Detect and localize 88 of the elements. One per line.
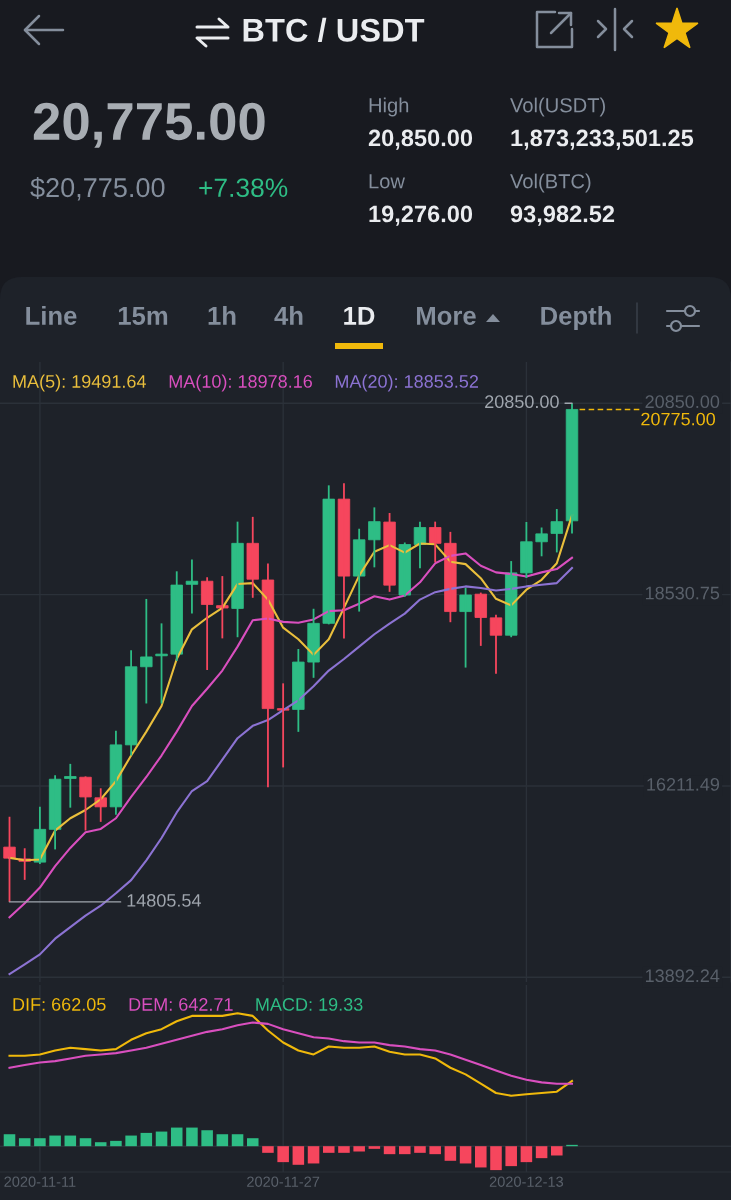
ref-line-label: 20775.00	[641, 412, 716, 426]
text: Vol(BTC)	[510, 173, 591, 193]
bar	[125, 1135, 137, 1147]
bar	[505, 1146, 517, 1167]
bar	[322, 1146, 335, 1153]
candlestick	[307, 607, 320, 679]
bar	[49, 1135, 61, 1147]
bar	[490, 1146, 502, 1171]
text: Vol(USDT)	[510, 97, 605, 117]
bar	[399, 1146, 411, 1155]
candlestick	[140, 598, 153, 705]
y-tick-label: 16211.49	[647, 778, 720, 791]
text: Low	[369, 174, 405, 189]
text: 1h	[208, 306, 236, 325]
text: High	[369, 97, 409, 117]
bar	[307, 1146, 320, 1164]
bar	[246, 1138, 259, 1147]
candlestick	[124, 649, 138, 757]
x-tick-label: 2020-11-11	[4, 1176, 76, 1187]
text: 20,775.00	[33, 102, 265, 148]
bar	[262, 1146, 274, 1153]
candlestick	[246, 515, 259, 599]
bar	[3, 1134, 16, 1147]
text: 1,873,233,501.25	[511, 129, 694, 150]
series-label: DEM: 642.71	[129, 998, 233, 1011]
bar	[79, 1138, 92, 1147]
bar	[231, 1134, 244, 1147]
bar	[414, 1146, 426, 1153]
bar	[18, 1138, 31, 1147]
candlestick	[550, 508, 563, 554]
y-tick-label: 18530.75	[645, 586, 720, 600]
bar	[520, 1146, 533, 1163]
bar	[338, 1146, 350, 1153]
bar	[140, 1132, 153, 1147]
bar	[353, 1146, 365, 1152]
bar	[170, 1127, 183, 1147]
candlestick	[231, 520, 244, 639]
text: MACD: 19.33	[256, 998, 363, 1011]
text: +7.38%	[199, 178, 288, 198]
bar	[535, 1146, 548, 1159]
annotation: 20850.00	[485, 395, 559, 409]
x-tick-label: 2020-11-27	[247, 1176, 320, 1187]
candlestick	[155, 622, 168, 705]
bar	[216, 1134, 229, 1147]
candlestick	[520, 521, 533, 579]
bar	[94, 1142, 107, 1147]
text: MA(20): 18853.52	[335, 374, 478, 392]
chart-title: BTC / USDT	[243, 17, 425, 43]
line-series	[8, 566, 574, 976]
text: More	[417, 306, 476, 325]
bar	[383, 1146, 396, 1155]
line-series	[8, 552, 574, 919]
text: Depth	[541, 306, 611, 330]
candlestick	[3, 815, 16, 903]
annotation: 14805.54	[127, 893, 201, 907]
y-tick-label: 20850.00	[645, 395, 720, 409]
bar	[186, 1127, 198, 1147]
candlestick	[64, 762, 77, 809]
text: 93,982.52	[510, 205, 615, 226]
text: $20,775.00	[30, 176, 165, 201]
bar	[444, 1146, 457, 1161]
text: 20,850.00	[368, 129, 473, 150]
text: MA(10): 18978.16	[169, 374, 312, 392]
text: MA(5): 19491.64	[13, 374, 146, 392]
text: 1D	[344, 306, 375, 325]
candlestick	[535, 526, 548, 558]
candlestick	[216, 575, 229, 640]
bar	[110, 1140, 122, 1147]
text: 4h	[274, 306, 303, 325]
candlestick	[383, 512, 396, 593]
text: Line	[26, 306, 77, 325]
bar	[34, 1138, 46, 1147]
bar	[292, 1146, 305, 1165]
bar	[551, 1146, 563, 1156]
text: DIF: 662.05	[13, 998, 106, 1011]
bar	[277, 1146, 289, 1163]
candlestick	[79, 775, 92, 832]
bar	[475, 1146, 487, 1168]
bar	[459, 1146, 472, 1164]
x-tick-label: 2020-12-13	[489, 1176, 564, 1187]
bar	[155, 1131, 168, 1147]
text: 19,276.00	[369, 205, 473, 226]
candlestick	[459, 586, 472, 669]
bar	[201, 1130, 213, 1147]
bar	[368, 1146, 381, 1149]
text: 15m	[118, 306, 168, 325]
bar	[429, 1146, 441, 1155]
y-tick-label: 13892.24	[645, 969, 720, 983]
